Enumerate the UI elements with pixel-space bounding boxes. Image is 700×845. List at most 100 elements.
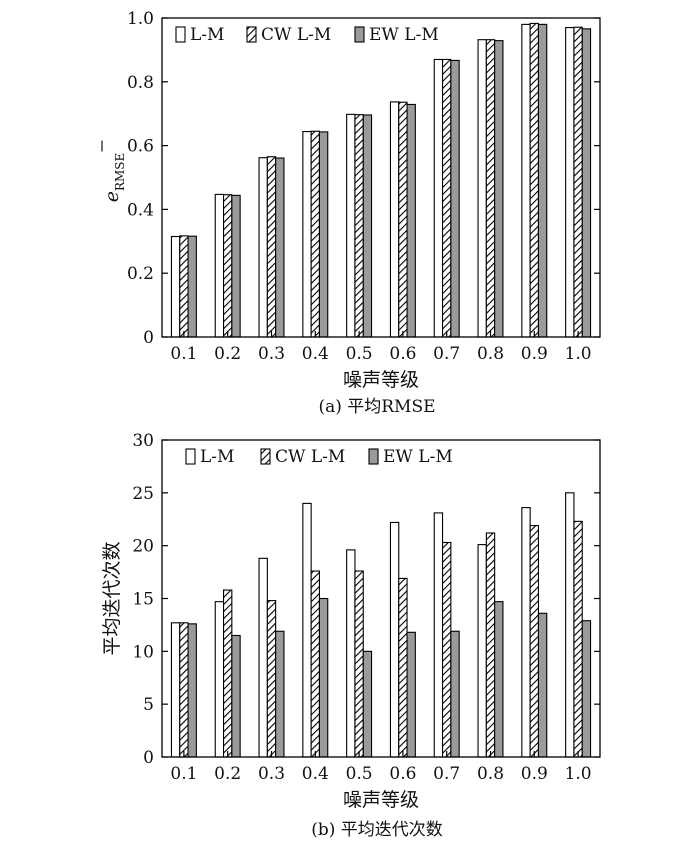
bar-l-m-1.0 bbox=[565, 27, 575, 338]
x-tick-label: 0.4 bbox=[302, 764, 329, 784]
bar-ew-l-m-0.5 bbox=[362, 114, 373, 338]
legend-swatch-1 bbox=[260, 448, 271, 465]
legend-label-2: EW L-M bbox=[383, 447, 453, 467]
bar-l-m-0.8 bbox=[477, 39, 487, 338]
bar-cw-l-m-0.3 bbox=[266, 600, 277, 758]
bar-l-m-0.7 bbox=[433, 58, 444, 338]
plot-frame bbox=[161, 17, 601, 338]
bar-ew-l-m-0.9 bbox=[537, 612, 548, 758]
bar-l-m-0.2 bbox=[214, 601, 225, 758]
bar-l-m-0.7 bbox=[433, 512, 444, 758]
legend-label-2: EW L-M bbox=[369, 25, 439, 45]
x-tick-label: 0.6 bbox=[389, 344, 416, 364]
x-tick-label: 1.0 bbox=[565, 764, 592, 784]
bar-ew-l-m-0.6 bbox=[406, 103, 416, 338]
bar-l-m-0.6 bbox=[389, 521, 400, 758]
bar-cw-l-m-0.4 bbox=[310, 130, 320, 338]
y-tick-label: 25 bbox=[132, 484, 154, 504]
bar-cw-l-m-0.7 bbox=[441, 58, 452, 338]
x-tick-label: 0.5 bbox=[346, 344, 373, 364]
chart-rmse: 0 0.2 0.4 0.6 0.8 1.0 0.1 0.2 0.3 0.4 0.5 0.6 0.7 0.8… bbox=[101, 9, 601, 417]
y-tick-label: 0.4 bbox=[127, 200, 154, 220]
y-tick-label: 20 bbox=[132, 537, 154, 557]
legend-label-0: L-M bbox=[200, 447, 234, 467]
x-tick-label: 0.1 bbox=[170, 764, 197, 784]
bar-ew-l-m-0.9 bbox=[537, 23, 548, 338]
bar-cw-l-m-1.0 bbox=[573, 520, 583, 758]
y-tick-label: 30 bbox=[132, 431, 154, 451]
legend-label-0: L-M bbox=[190, 25, 224, 45]
y-tick-label: 5 bbox=[143, 695, 154, 715]
y-tick-label: 0 bbox=[143, 328, 154, 348]
bar-cw-l-m-0.3 bbox=[266, 156, 277, 338]
chart-iterations: 0 5 10 15 20 25 30 0.1 0.2 0.3 0.4 0.5 0.6 0.7 0.8 0.9 1… bbox=[101, 431, 601, 840]
bar-l-m-0.9 bbox=[521, 23, 531, 338]
bar-ew-l-m-0.7 bbox=[450, 59, 460, 338]
bar-cw-l-m-0.5 bbox=[354, 570, 364, 758]
x-tick-label: 0.5 bbox=[346, 764, 373, 784]
x-axis-title: 噪声等级 bbox=[343, 369, 419, 391]
bar-l-m-0.2 bbox=[214, 193, 225, 338]
bar-l-m-0.5 bbox=[346, 113, 356, 338]
x-tick-label: 0.9 bbox=[521, 344, 548, 364]
bar-ew-l-m-0.4 bbox=[318, 131, 329, 338]
y-axis-title-subscript: RMSE bbox=[113, 153, 127, 191]
x-tick-label: 0.6 bbox=[389, 764, 416, 784]
bar-l-m-0.4 bbox=[302, 502, 312, 758]
x-tick-label: 0.4 bbox=[302, 344, 329, 364]
legend-swatch-2 bbox=[354, 26, 365, 43]
legend-swatch-0 bbox=[175, 26, 186, 43]
bar-ew-l-m-0.8 bbox=[494, 40, 504, 338]
legend-swatch-1 bbox=[246, 26, 257, 43]
bar-cw-l-m-0.2 bbox=[223, 589, 233, 758]
x-tick-label: 0.3 bbox=[258, 764, 285, 784]
y-tick-label: 0 bbox=[143, 748, 154, 768]
bar-cw-l-m-0.1 bbox=[179, 235, 189, 338]
bar-cw-l-m-0.5 bbox=[354, 114, 364, 338]
x-tick-label: 0.7 bbox=[433, 764, 460, 784]
x-tick-label: 0.2 bbox=[214, 764, 241, 784]
y-axis-title: 平均迭代次数 bbox=[101, 541, 123, 655]
bar-l-m-0.5 bbox=[346, 549, 356, 758]
x-tick-label: 0.3 bbox=[258, 344, 285, 364]
bar-ew-l-m-0.6 bbox=[406, 631, 416, 758]
bar-cw-l-m-0.9 bbox=[529, 525, 540, 758]
bar-ew-l-m-0.4 bbox=[318, 597, 329, 758]
y-tick-label: 0.2 bbox=[127, 264, 154, 284]
y-axis-title: eRMSE bbox=[101, 153, 127, 203]
bar-l-m-0.1 bbox=[170, 622, 181, 758]
x-tick-label: 0.8 bbox=[477, 344, 504, 364]
chart-caption: (b) 平均迭代次数 bbox=[311, 820, 443, 840]
x-tick-label: 1.0 bbox=[565, 344, 592, 364]
x-tick-label: 0.8 bbox=[477, 764, 504, 784]
bar-cw-l-m-1.0 bbox=[573, 26, 583, 338]
bar-l-m-0.3 bbox=[258, 557, 268, 758]
bar-cw-l-m-0.8 bbox=[485, 39, 496, 338]
bar-ew-l-m-0.2 bbox=[231, 634, 241, 758]
bar-ew-l-m-1.0 bbox=[581, 28, 592, 338]
bar-cw-l-m-0.6 bbox=[398, 577, 408, 758]
bar-ew-l-m-0.7 bbox=[450, 630, 460, 758]
x-axis-title: 噪声等级 bbox=[343, 789, 419, 811]
x-tick-label: 0.7 bbox=[433, 344, 460, 364]
bar-l-m-0.3 bbox=[258, 157, 268, 338]
bar-ew-l-m-0.8 bbox=[494, 601, 504, 758]
bar-l-m-1.0 bbox=[565, 492, 575, 758]
bar-ew-l-m-1.0 bbox=[581, 620, 592, 758]
bar-cw-l-m-0.4 bbox=[310, 570, 320, 758]
bar-cw-l-m-0.6 bbox=[398, 101, 408, 338]
bar-l-m-0.4 bbox=[302, 131, 312, 338]
x-tick-label: 0.1 bbox=[170, 344, 197, 364]
bar-l-m-0.6 bbox=[389, 101, 400, 338]
legend-swatch-0 bbox=[185, 448, 196, 465]
bar-cw-l-m-0.8 bbox=[485, 532, 496, 758]
legend-label-1: CW L-M bbox=[261, 25, 331, 45]
bar-l-m-0.1 bbox=[170, 235, 181, 338]
bar-cw-l-m-0.9 bbox=[529, 22, 540, 338]
bar-ew-l-m-0.1 bbox=[187, 235, 197, 338]
legend-label-1: CW L-M bbox=[275, 447, 345, 467]
x-tick-label: 0.2 bbox=[214, 344, 241, 364]
y-tick-label: 15 bbox=[132, 590, 154, 610]
bar-ew-l-m-0.3 bbox=[275, 157, 285, 338]
